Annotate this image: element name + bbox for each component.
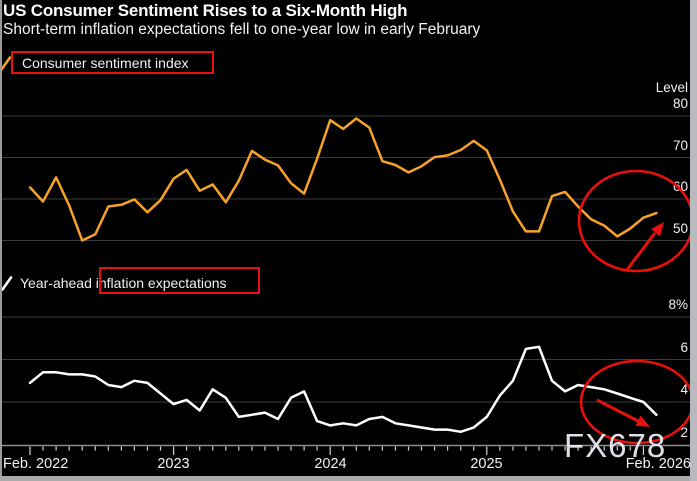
- x-axis-label-2023: 2023: [157, 456, 190, 472]
- y-axis-tick-label: 60: [672, 179, 688, 194]
- page-title: US Consumer Sentiment Rises to a Six-Mon…: [3, 1, 408, 20]
- trend-arrow-inflation-head: [635, 415, 650, 427]
- y-axis-tick-label: 50: [672, 221, 688, 236]
- y-axis-title: Level: [655, 80, 688, 95]
- y-axis-tick-label: 80: [672, 96, 688, 111]
- horizontal-scrollbar[interactable]: [0, 476, 691, 481]
- y-axis-tick-label: 70: [672, 138, 688, 153]
- x-axis-label-2025: 2025: [470, 456, 503, 472]
- trend-arrow-inflation-shaft: [596, 398, 639, 423]
- x-axis-label-2024: 2024: [314, 456, 347, 472]
- x-axis-label-feb-2026: Feb. 2026: [625, 456, 691, 472]
- trend-arrow-sentiment-head: [651, 222, 664, 237]
- y-axis-tick-label: 8%: [668, 297, 688, 312]
- inflation-legend-marker-icon: [1, 276, 13, 291]
- trend-arrow-sentiment-shaft: [624, 232, 657, 272]
- inflation-line-series: [28, 345, 658, 434]
- watermark: FX678: [564, 427, 667, 464]
- annotation-box-inflation-phrase: [99, 267, 260, 294]
- legend-inflation-label: Year-ahead inflation expectations: [20, 275, 227, 291]
- x-axis-label-feb-2022: Feb. 2022: [3, 456, 69, 472]
- left-edge-border: [0, 0, 2, 481]
- y-axis-tick-label: 2: [680, 425, 688, 440]
- y-axis-tick-label: 6: [680, 340, 688, 355]
- vertical-scrollbar[interactable]: [690, 0, 697, 481]
- legend-sentiment-label: Consumer sentiment index: [22, 55, 189, 71]
- page-subtitle: Short-term inflation expectations fell t…: [3, 21, 481, 38]
- sentiment-line-series: [28, 117, 658, 242]
- annotation-box-sentiment-legend: [11, 51, 214, 74]
- sentiment-legend-marker-icon: [0, 56, 12, 71]
- y-axis-tick-label: 4: [680, 382, 688, 397]
